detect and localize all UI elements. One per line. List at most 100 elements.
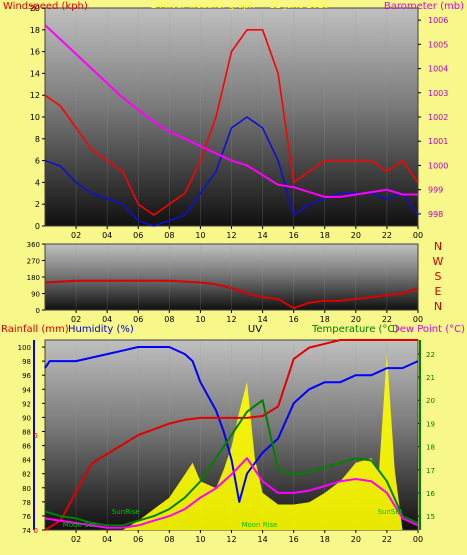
compass-letter: S	[435, 270, 442, 283]
humidity-y-tick-label: 94	[22, 386, 31, 394]
x-tick-label: 12	[226, 231, 236, 240]
rainfall-axis-title: Rainfall (mm)	[1, 324, 69, 335]
x-tick-label: 16	[289, 231, 299, 240]
baro-axis-title: Barometer (mb)	[384, 1, 464, 12]
wind-y-tick-label: 18	[30, 26, 40, 35]
humidity-y-tick-label: 74	[22, 527, 31, 535]
wind-y-tick-label: 10	[30, 113, 40, 122]
series-humidity	[44, 346, 419, 503]
wind-y-tick-label: 2	[35, 200, 40, 209]
annotation-sunrise: SunRise	[112, 508, 140, 516]
x-tick-label: 04	[102, 231, 112, 240]
series-barometer	[44, 24, 418, 198]
compass-letter: N	[434, 240, 442, 253]
temp-y-tick-label: 16	[426, 490, 435, 498]
x-tick-label: 00	[413, 315, 423, 324]
x-tick-label: 12	[226, 535, 236, 544]
annotation-moonrise: Moon Rise	[241, 521, 277, 529]
wind-y-tick-label: 20	[30, 4, 40, 13]
temperature-axis-title: Temperature (°C)	[311, 324, 398, 335]
x-tick-label: 16	[289, 315, 299, 324]
temp-y-tick-label: 19	[426, 420, 435, 428]
humidity-y-tick-label: 98	[22, 358, 31, 366]
baro-y-tick-label: 1000	[428, 161, 448, 170]
compass-letter: W	[433, 255, 444, 268]
wind-y-tick-label: 16	[30, 48, 40, 57]
chart-title: 24 hour weather graph — 11 June 2010	[151, 1, 330, 11]
humidity-y-tick-label: 88	[22, 428, 31, 436]
humidity-y-tick-label: 96	[22, 372, 31, 380]
x-tick-label: 20	[351, 535, 361, 544]
x-tick-label: 18	[320, 535, 330, 544]
temp-y-tick-label: 17	[426, 467, 435, 475]
uv-title: UV	[248, 324, 262, 335]
series-temperature	[44, 399, 419, 527]
x-tick-label: 22	[382, 315, 392, 324]
x-tick-label: 20	[351, 315, 361, 324]
x-tick-label: 06	[133, 231, 143, 240]
rain-y-tick-label: 0	[34, 527, 38, 535]
series-gust	[44, 28, 419, 216]
x-tick-label: 08	[164, 535, 174, 544]
wind-y-tick-label: 6	[35, 157, 40, 166]
humidity-y-tick-label: 86	[22, 443, 31, 451]
baro-y-tick-label: 999	[428, 186, 443, 195]
rain-y-tick-label: 5	[34, 432, 38, 440]
compass-letter: N	[434, 300, 442, 313]
compass-letter: E	[435, 285, 442, 298]
annotation-sunset: SunSet	[378, 508, 403, 516]
x-tick-label: 00	[413, 535, 423, 544]
x-tick-label: 06	[133, 315, 143, 324]
humidity-y-tick-label: 100	[18, 344, 31, 352]
x-tick-label: 10	[195, 315, 205, 324]
temp-y-tick-label: 18	[426, 444, 435, 452]
wind-axis-title: Windspeed (kph)	[3, 1, 88, 12]
x-tick-label: 14	[257, 315, 267, 324]
x-tick-label: 08	[164, 231, 174, 240]
baro-y-tick-label: 1006	[428, 16, 448, 25]
x-tick-label: 22	[382, 231, 392, 240]
temp-y-tick-label: 22	[426, 351, 435, 359]
temp-y-tick-label: 21	[426, 374, 435, 382]
baro-y-tick-label: 1005	[428, 40, 448, 49]
dir-y-tick-label: 90	[31, 291, 40, 299]
wind-y-tick-label: 0	[35, 222, 40, 231]
wind-y-tick-label: 12	[30, 91, 40, 100]
x-tick-label: 10	[195, 535, 205, 544]
baro-y-tick-label: 1004	[428, 65, 448, 74]
humidity-y-tick-label: 90	[22, 414, 31, 422]
humidity-axis-title: Humidity (%)	[68, 324, 134, 335]
annotation-moonset: Moon Set	[63, 521, 96, 529]
x-tick-label: 04	[102, 315, 112, 324]
wind-y-tick-label: 4	[35, 178, 40, 187]
x-tick-label: 04	[102, 535, 112, 544]
series-average	[44, 116, 419, 227]
baro-y-tick-label: 1002	[428, 113, 448, 122]
dewpoint-axis-title: Dew Point (°C)	[392, 324, 465, 335]
x-tick-label: 10	[195, 231, 205, 240]
humidity-y-tick-label: 82	[22, 471, 31, 479]
x-tick-label: 08	[164, 315, 174, 324]
humidity-y-tick-label: 80	[22, 485, 31, 493]
x-tick-label: 02	[71, 535, 81, 544]
baro-y-tick-label: 998	[428, 210, 443, 219]
x-tick-label: 20	[351, 231, 361, 240]
x-tick-label: 06	[133, 535, 143, 544]
baro-y-tick-label: 1003	[428, 89, 448, 98]
x-tick-label: 02	[71, 315, 81, 324]
temp-y-tick-label: 15	[426, 513, 435, 521]
humidity-y-tick-label: 92	[22, 400, 31, 408]
temp-y-tick-label: 20	[426, 397, 435, 405]
wind-y-tick-label: 14	[30, 69, 40, 78]
humidity-y-tick-label: 78	[22, 499, 31, 507]
humidity-y-tick-label: 84	[22, 457, 31, 465]
x-tick-label: 16	[289, 535, 299, 544]
dir-y-tick-label: 0	[36, 307, 40, 315]
series-dew-point	[44, 457, 419, 529]
series-solar	[45, 353, 418, 530]
x-tick-label: 00	[413, 231, 423, 240]
x-tick-label: 22	[382, 535, 392, 544]
dir-y-tick-label: 270	[27, 258, 40, 266]
dir-y-tick-label: 180	[27, 274, 40, 282]
